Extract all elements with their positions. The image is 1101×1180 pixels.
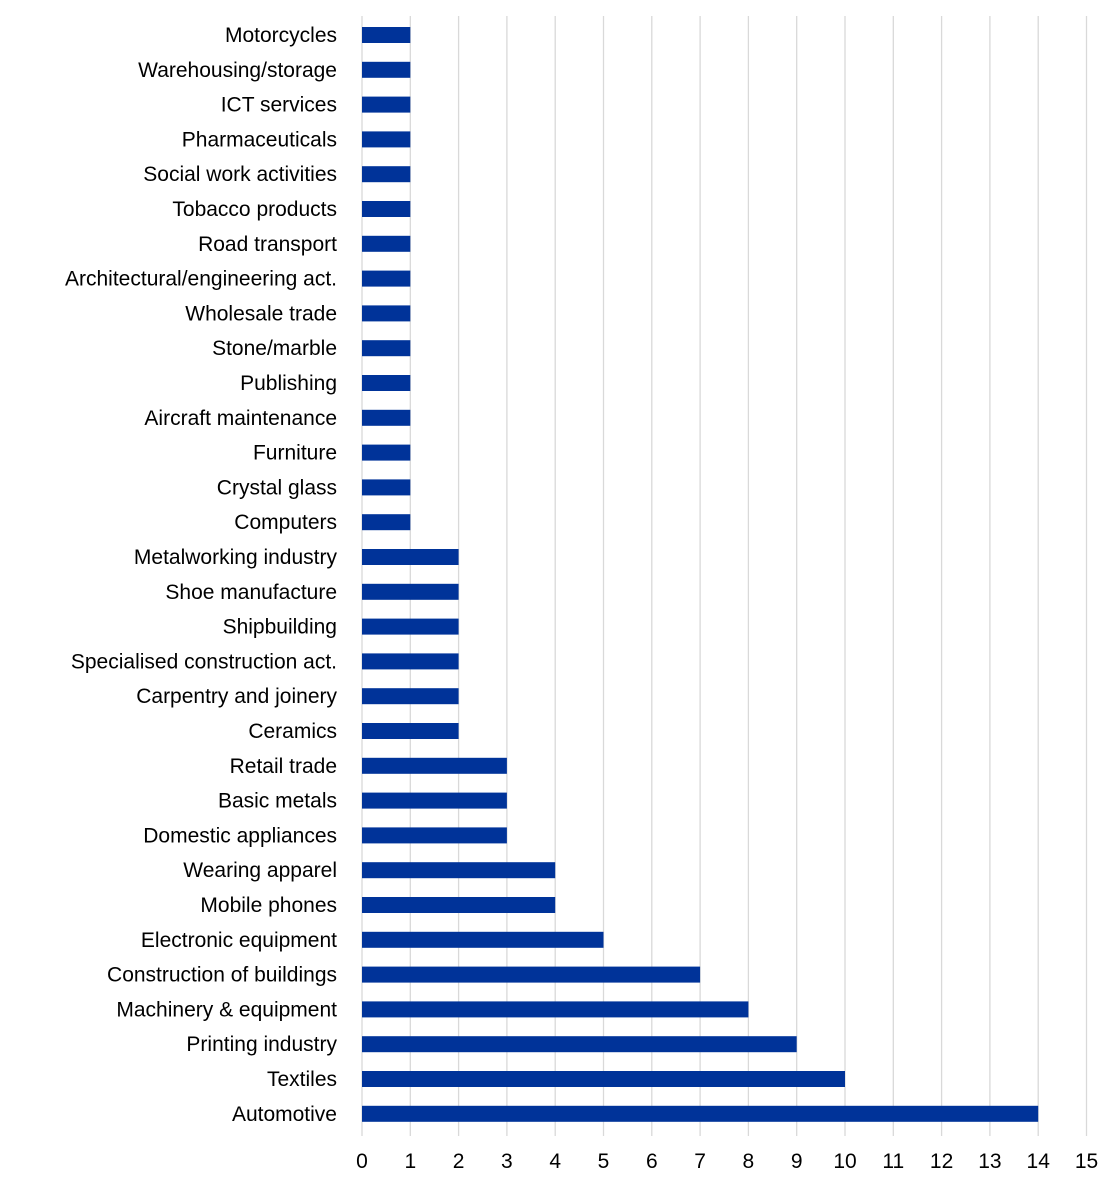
x-tick-label: 8 bbox=[743, 1150, 755, 1173]
bar bbox=[362, 618, 459, 635]
category-label: Printing industry bbox=[186, 1033, 337, 1056]
category-label: Social work activities bbox=[143, 163, 337, 186]
bar bbox=[362, 1105, 1039, 1122]
category-label: Automotive bbox=[232, 1103, 337, 1126]
bar bbox=[362, 96, 411, 113]
category-label: Shipbuilding bbox=[223, 616, 337, 639]
category-label: Construction of buildings bbox=[107, 964, 337, 987]
bar bbox=[362, 792, 507, 809]
category-label: Furniture bbox=[253, 442, 337, 465]
category-label: Motorcycles bbox=[225, 24, 337, 47]
x-tick-label: 12 bbox=[930, 1150, 953, 1173]
bar bbox=[362, 270, 411, 287]
bar bbox=[362, 827, 507, 844]
category-label: Crystal glass bbox=[217, 476, 337, 499]
x-tick-label: 14 bbox=[1027, 1150, 1051, 1173]
category-label: Metalworking industry bbox=[134, 546, 338, 569]
bars bbox=[362, 27, 1039, 1122]
x-tick-label: 2 bbox=[453, 1150, 465, 1173]
x-tick-label: 11 bbox=[882, 1150, 904, 1173]
x-axis-tick-labels: 0 1 2 3 4 5 6 7 8 9 10 11 12 13 14 15 bbox=[356, 1150, 1098, 1173]
bar bbox=[362, 688, 459, 705]
bar bbox=[362, 514, 411, 531]
category-label: Electronic equipment bbox=[141, 929, 337, 952]
category-labels: Motorcycles Warehousing/storage ICT servic… bbox=[65, 24, 337, 1126]
category-label: Carpentry and joinery bbox=[136, 685, 337, 708]
bar bbox=[362, 201, 411, 217]
x-tick-label: 5 bbox=[598, 1150, 610, 1173]
x-tick-label: 3 bbox=[501, 1150, 513, 1173]
category-label: Textiles bbox=[267, 1068, 337, 1091]
bar bbox=[362, 1001, 749, 1018]
bar bbox=[362, 409, 411, 426]
bar bbox=[362, 61, 411, 78]
bar bbox=[362, 166, 411, 183]
bar bbox=[362, 375, 411, 391]
x-tick-label: 9 bbox=[791, 1150, 803, 1173]
category-label: ICT services bbox=[221, 94, 337, 117]
category-label: Computers bbox=[234, 511, 337, 534]
category-label: Shoe manufacture bbox=[165, 581, 337, 604]
category-label: Ceramics bbox=[248, 720, 337, 743]
category-label: Basic metals bbox=[218, 790, 337, 813]
category-label: Retail trade bbox=[230, 755, 337, 778]
bar bbox=[362, 305, 411, 322]
bar bbox=[362, 897, 556, 913]
category-label: Specialised construction act. bbox=[71, 650, 337, 673]
bar bbox=[362, 757, 507, 774]
bar bbox=[362, 583, 459, 600]
x-tick-label: 6 bbox=[646, 1150, 658, 1173]
x-tick-label: 13 bbox=[978, 1150, 1001, 1173]
category-label: Machinery & equipment bbox=[116, 998, 337, 1021]
bar bbox=[362, 1071, 845, 1087]
category-label: Stone/marble bbox=[212, 337, 337, 360]
gridlines bbox=[361, 16, 1088, 1136]
x-tick-label: 7 bbox=[694, 1150, 706, 1173]
category-label: Tobacco products bbox=[172, 198, 337, 221]
x-tick-label: 15 bbox=[1075, 1150, 1098, 1173]
category-label: Publishing bbox=[240, 372, 337, 395]
bar bbox=[362, 131, 411, 148]
bar bbox=[362, 340, 411, 357]
category-label: Warehousing/storage bbox=[138, 59, 337, 82]
bar bbox=[362, 1036, 797, 1053]
category-label: Wearing apparel bbox=[183, 859, 337, 882]
bar bbox=[362, 723, 459, 739]
category-label: Road transport bbox=[198, 233, 337, 256]
bar bbox=[362, 653, 459, 670]
category-label: Domestic appliances bbox=[143, 824, 337, 847]
bar bbox=[362, 549, 459, 565]
x-tick-label: 10 bbox=[833, 1150, 856, 1173]
x-tick-label: 0 bbox=[356, 1150, 368, 1173]
bar bbox=[362, 966, 701, 983]
category-label: Architectural/engineering act. bbox=[65, 268, 337, 291]
category-label: Mobile phones bbox=[200, 894, 337, 917]
category-label: Aircraft maintenance bbox=[144, 407, 337, 430]
bar bbox=[362, 931, 604, 948]
category-label: Wholesale trade bbox=[185, 302, 337, 325]
x-tick-label: 1 bbox=[404, 1150, 416, 1173]
bar bbox=[362, 235, 411, 252]
bar bbox=[362, 27, 411, 43]
category-label: Pharmaceuticals bbox=[182, 128, 337, 151]
bar bbox=[362, 479, 411, 496]
x-tick-label: 4 bbox=[549, 1150, 561, 1173]
bar bbox=[362, 862, 556, 879]
bar bbox=[362, 444, 411, 461]
